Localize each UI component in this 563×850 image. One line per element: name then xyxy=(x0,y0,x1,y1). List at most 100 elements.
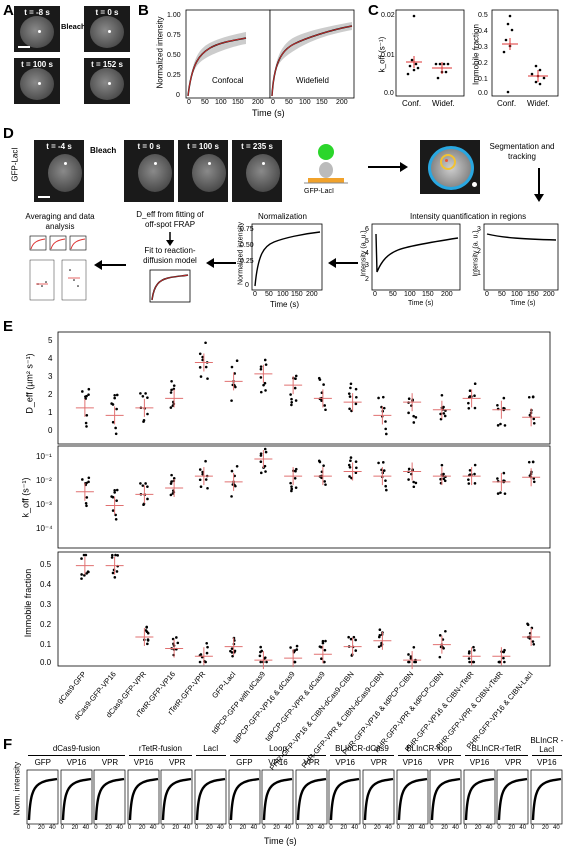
f-xtick: 0 xyxy=(363,825,367,831)
data-point xyxy=(290,487,294,491)
data-point xyxy=(146,497,149,501)
category-label: GFP-LacI xyxy=(209,669,238,700)
data-point xyxy=(467,657,471,660)
c-koff-ytick: 0.02 xyxy=(381,12,395,19)
data-point xyxy=(201,355,204,359)
quant-label: Intensity quantification in regions xyxy=(410,212,527,221)
norm-ytick: 0.75 xyxy=(240,226,254,233)
data-point xyxy=(439,477,442,481)
data-point xyxy=(230,365,234,369)
e-koff-ytick: 10⁻¹ xyxy=(36,452,52,461)
data-point xyxy=(142,503,145,507)
f-recovery-plot xyxy=(60,769,92,825)
f-xtick: 0 xyxy=(295,825,300,831)
f-xtick: 0 xyxy=(396,825,400,831)
data-point xyxy=(496,477,499,480)
f-recovery-plot xyxy=(295,769,328,825)
data-point xyxy=(170,473,173,477)
data-point xyxy=(290,403,293,407)
c-imm-ytick: 0.1 xyxy=(478,76,488,83)
data-point xyxy=(532,643,536,646)
segmentation-label: Segmentation and tracking xyxy=(489,142,555,161)
arrow-left-icon xyxy=(206,258,236,268)
c-imm-ytick: 0.3 xyxy=(478,44,488,51)
data-point xyxy=(259,390,263,394)
data-point xyxy=(377,396,380,400)
data-point xyxy=(443,479,447,483)
time-label: t = 235 s xyxy=(241,142,273,151)
plot-frame xyxy=(57,445,551,549)
data-point xyxy=(320,657,323,660)
d-int-xtick: 150 xyxy=(527,291,539,298)
b-ytick: 1.00 xyxy=(167,12,181,19)
data-point xyxy=(199,653,203,656)
norm-xtick: 100 xyxy=(277,291,289,298)
data-point xyxy=(414,416,418,419)
f-xtick: 0 xyxy=(161,825,165,831)
data-point xyxy=(204,478,208,481)
avg-thumbnails xyxy=(29,235,87,301)
d-int-xtick: 50 xyxy=(389,291,397,298)
f-xtick: 20 xyxy=(206,825,213,831)
data-point xyxy=(87,387,91,391)
recovery-curve xyxy=(397,777,427,821)
f-recovery-plot xyxy=(362,769,395,825)
f-xtick: 20 xyxy=(306,825,314,831)
e-imm-ytick: 0.3 xyxy=(40,600,52,609)
data-point xyxy=(230,399,233,402)
data-point xyxy=(294,469,297,473)
d-int-xtick: 0 xyxy=(485,291,489,298)
d-int-xtick: 150 xyxy=(422,291,434,298)
data-point xyxy=(294,467,298,471)
f-sub-label: VP16 xyxy=(537,758,557,767)
data-point xyxy=(230,651,234,654)
data-point xyxy=(443,414,447,418)
b-ytick: 0 xyxy=(176,92,180,99)
data-point xyxy=(206,645,209,649)
data-point xyxy=(378,633,382,637)
normalization-plot xyxy=(251,223,323,291)
micrograph-d-1: t = -4 s xyxy=(34,140,84,202)
data-point xyxy=(499,491,502,494)
recovery-curve xyxy=(195,777,226,821)
data-point xyxy=(259,367,263,371)
data-point xyxy=(201,358,204,362)
f-sub-label: VPR xyxy=(303,758,320,767)
data-point xyxy=(169,391,173,394)
data-point xyxy=(294,377,297,381)
data-point xyxy=(407,653,410,656)
data-point xyxy=(354,638,357,642)
norm-ytick: 0 xyxy=(245,282,249,289)
data-point xyxy=(349,382,353,386)
d-int-ytick: 5 xyxy=(365,238,369,245)
data-point xyxy=(320,399,323,402)
e-imm-ytick: 0.2 xyxy=(40,620,52,629)
f-xtick: 20 xyxy=(441,825,448,831)
data-point xyxy=(87,393,90,396)
data-point xyxy=(293,386,297,390)
e-deff-ytick: 5 xyxy=(48,336,53,345)
micrograph-a-4: t = 152 s xyxy=(84,58,130,104)
data-point xyxy=(80,557,83,560)
f-xlabel: Time (s) xyxy=(264,836,297,846)
data-point xyxy=(414,660,418,664)
d-int-ytick: 4 xyxy=(365,250,369,257)
data-point xyxy=(139,482,142,485)
micrograph-d-2: t = 0 s xyxy=(124,140,174,202)
f-xtick: 40 xyxy=(250,825,258,831)
data-point xyxy=(468,389,472,393)
f-xtick: 40 xyxy=(317,825,325,831)
data-point xyxy=(81,478,84,481)
data-point xyxy=(349,637,353,641)
data-point xyxy=(382,406,386,410)
f-xtick: 20 xyxy=(105,825,112,831)
data-point xyxy=(528,637,532,640)
recovery-curve xyxy=(262,777,293,821)
recovery-curve xyxy=(498,777,528,821)
f-xtick: 40 xyxy=(553,825,560,831)
recovery-curve xyxy=(27,777,58,821)
norm-time-label: Time (s) xyxy=(270,300,300,309)
data-point xyxy=(532,477,536,480)
data-point xyxy=(442,412,446,415)
f-xtick: 40 xyxy=(418,825,426,831)
